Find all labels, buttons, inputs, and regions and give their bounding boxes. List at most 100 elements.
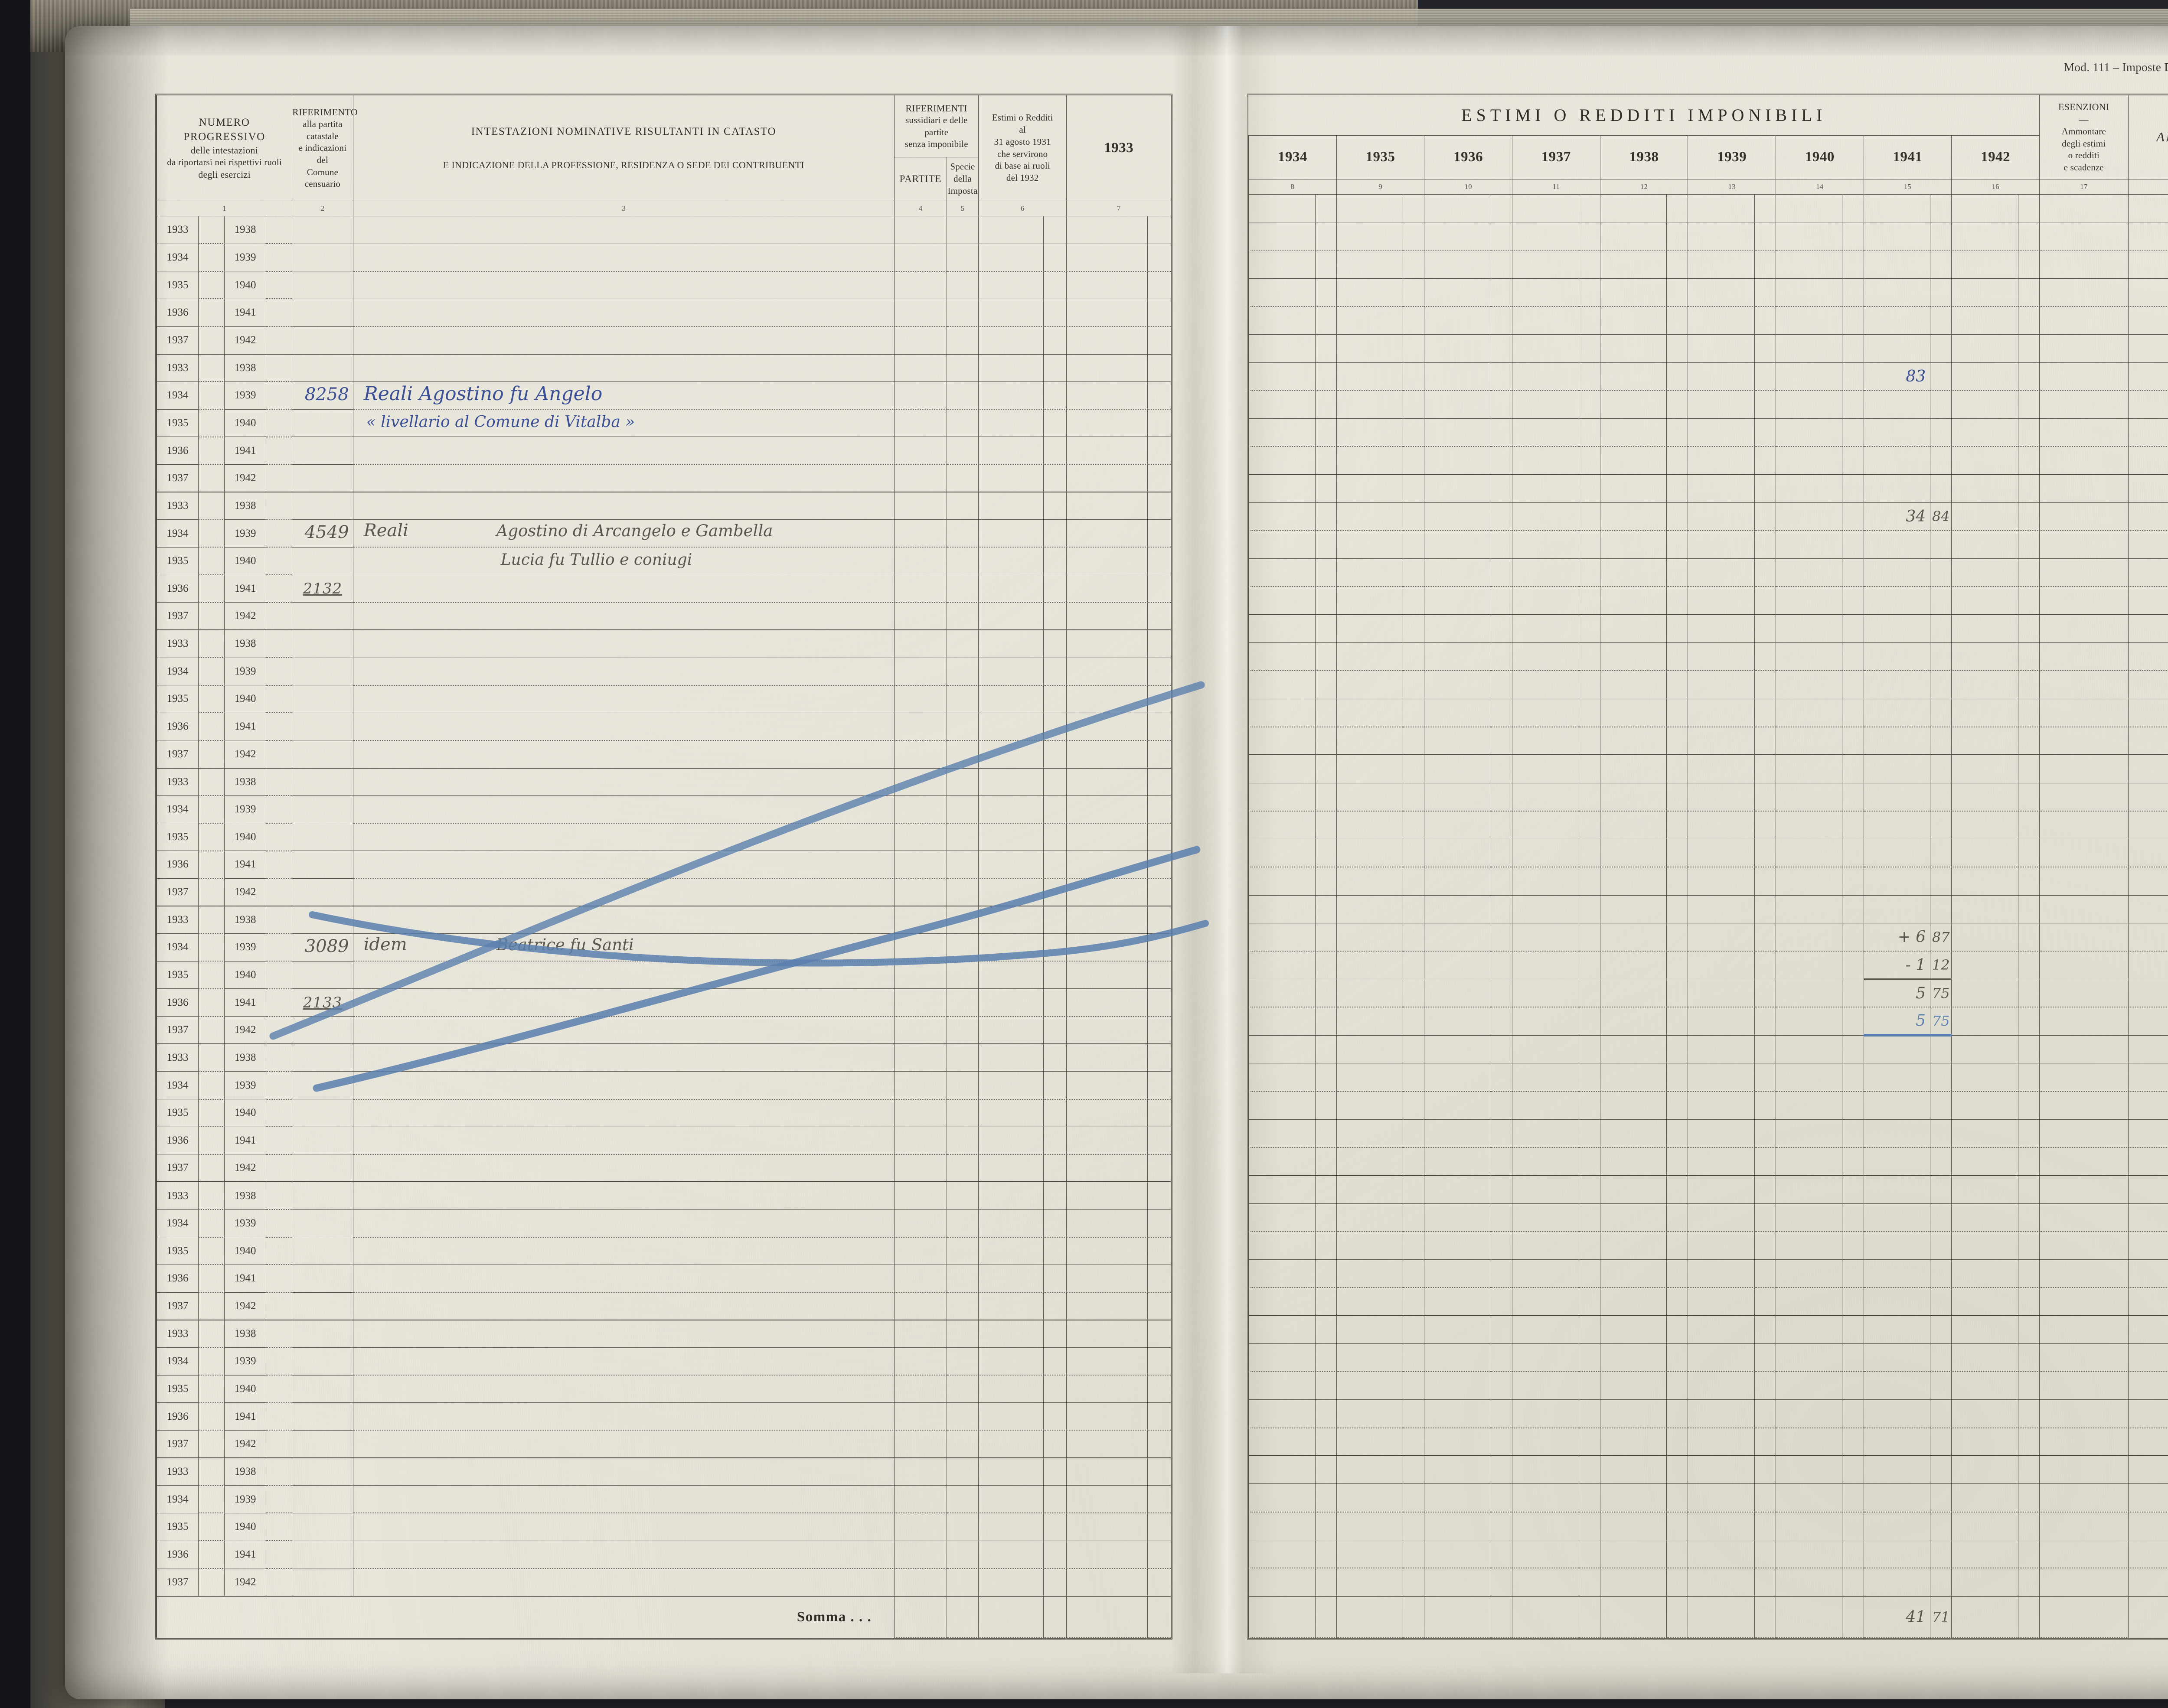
amount-1939-cent[interactable] (1754, 334, 1776, 363)
cell-1933-cent[interactable] (1147, 1568, 1171, 1597)
amount-1936-cent[interactable] (1490, 1119, 1512, 1148)
amount-1941-lire[interactable] (1863, 1539, 1931, 1568)
cell-riferimento[interactable] (292, 657, 353, 686)
cell-annotazioni[interactable] (2128, 895, 2168, 923)
amount-1942-lire[interactable] (1951, 390, 2018, 419)
amount-1942-lire[interactable] (1951, 1455, 2018, 1484)
amount-1939-lire[interactable] (1688, 867, 1755, 896)
cell-1933-cent[interactable] (1147, 657, 1171, 686)
amount-1941-cent[interactable] (1930, 698, 1952, 727)
ledger-row-amounts[interactable] (1248, 1455, 2168, 1484)
cell-esenzioni[interactable] (2039, 334, 2129, 363)
cell-intestazione[interactable] (353, 298, 895, 327)
amount-1939-lire[interactable] (1688, 1371, 1755, 1400)
cell-estimi-lire[interactable] (978, 1485, 1044, 1514)
cell-annotazioni[interactable] (2128, 334, 2168, 363)
ledger-row-amounts[interactable]: - 1 12 (1248, 951, 2168, 980)
cell-esenzioni[interactable] (2039, 1399, 2129, 1428)
cell-1933-cent[interactable] (1147, 795, 1171, 824)
amount-1937-lire[interactable] (1512, 867, 1579, 896)
cell-partite[interactable] (894, 574, 947, 603)
cell-annotazioni[interactable] (2128, 502, 2168, 531)
cell-estimi-cent[interactable] (1043, 1209, 1067, 1238)
cell-annotazioni[interactable] (2128, 1203, 2168, 1232)
cell-estimi-lire[interactable] (978, 988, 1044, 1017)
amount-1941-cent[interactable] (1930, 250, 1952, 279)
amount-1937-lire[interactable] (1512, 1512, 1579, 1540)
amount-1939-lire[interactable] (1688, 1063, 1755, 1092)
cell-riferimento[interactable] (292, 492, 353, 520)
cell-1933-lire[interactable] (1066, 1430, 1148, 1459)
cell-riferimento[interactable]: 2132 (292, 574, 353, 603)
amount-1942-lire[interactable] (1951, 1035, 2018, 1064)
cell-intestazione[interactable] (353, 1237, 895, 1265)
amount-1935-lire[interactable] (1336, 474, 1404, 503)
cell-annotazioni[interactable] (2128, 754, 2168, 783)
amount-1940-lire[interactable] (1775, 222, 1843, 251)
amount-1934-cent[interactable] (1315, 895, 1337, 923)
cell-estimi-lire[interactable] (978, 492, 1044, 520)
cell-annotazioni[interactable] (2128, 1568, 2168, 1597)
amount-1937-cent[interactable] (1578, 614, 1600, 643)
amount-1940-cent[interactable] (1842, 979, 1864, 1008)
amount-1941-cent[interactable] (1930, 782, 1952, 812)
cell-partite[interactable] (894, 437, 947, 465)
amount-1942-lire[interactable] (1951, 1287, 2018, 1316)
amount-1937-lire[interactable] (1512, 1231, 1579, 1260)
cell-estimi-lire[interactable] (978, 685, 1044, 713)
amount-1940-cent[interactable] (1842, 1539, 1864, 1568)
amount-1942-lire[interactable] (1951, 1343, 2018, 1372)
cell-1933-lire[interactable] (1066, 629, 1148, 658)
cell-1933-cent[interactable] (1147, 1154, 1171, 1183)
amount-1934-lire[interactable] (1248, 979, 1316, 1008)
amount-1937-cent[interactable] (1578, 670, 1600, 699)
amount-1936-cent[interactable] (1490, 530, 1512, 559)
amount-1941-cent[interactable] (1930, 1287, 1952, 1316)
cell-riferimento[interactable] (292, 1292, 353, 1320)
amount-1938-lire[interactable] (1600, 754, 1667, 783)
cell-partite[interactable] (894, 1154, 947, 1183)
amount-1935-lire[interactable] (1336, 922, 1404, 952)
cell-specie[interactable] (946, 492, 979, 520)
amount-1939-cent[interactable] (1754, 306, 1776, 335)
amount-1941-cent[interactable]: 75 (1930, 1007, 1952, 1037)
amount-1936-cent[interactable] (1490, 727, 1512, 756)
cell-estimi-cent[interactable] (1043, 1264, 1067, 1293)
cell-annotazioni[interactable] (2128, 1455, 2168, 1484)
amount-1934-lire[interactable] (1248, 474, 1316, 503)
cell-estimi-cent[interactable] (1043, 1540, 1067, 1569)
amount-1938-lire[interactable] (1600, 558, 1667, 587)
amount-1935-lire[interactable] (1336, 362, 1404, 391)
cell-intestazione[interactable] (353, 1568, 895, 1597)
amount-1940-lire[interactable] (1775, 502, 1843, 531)
ledger-row-amounts[interactable] (1248, 782, 2168, 812)
cell-esenzioni[interactable] (2039, 278, 2129, 307)
cell-specie[interactable] (946, 1016, 979, 1045)
amount-1941-cent[interactable] (1930, 1203, 1952, 1232)
amount-1942-lire[interactable] (1951, 1512, 2018, 1540)
amount-1936-lire[interactable] (1424, 1343, 1491, 1372)
cell-1933-cent[interactable] (1147, 602, 1171, 631)
amount-1938-cent[interactable] (1666, 1147, 1688, 1176)
cell-1933-cent[interactable] (1147, 574, 1171, 603)
amount-1936-cent[interactable] (1490, 838, 1512, 868)
amount-1934-lire[interactable] (1248, 306, 1316, 335)
amount-1942-lire[interactable] (1951, 306, 2018, 335)
amount-1935-cent[interactable] (1403, 782, 1425, 812)
amount-1938-lire[interactable] (1600, 838, 1667, 868)
amount-1934-lire[interactable] (1248, 1315, 1316, 1344)
amount-1935-cent[interactable] (1403, 474, 1425, 503)
cell-riferimento[interactable] (292, 216, 353, 244)
amount-1936-lire[interactable] (1424, 1287, 1491, 1316)
cell-specie[interactable] (946, 933, 979, 962)
amount-1940-cent[interactable] (1842, 1175, 1864, 1204)
amount-1935-lire[interactable] (1336, 951, 1404, 980)
amount-1937-cent[interactable] (1578, 1231, 1600, 1260)
cell-specie[interactable] (946, 1237, 979, 1265)
amount-1938-lire[interactable] (1600, 1119, 1667, 1148)
cell-estimi-cent[interactable] (1043, 740, 1067, 769)
cell-intestazione[interactable] (353, 878, 895, 906)
cell-esenzioni[interactable] (2039, 895, 2129, 923)
amount-1937-cent[interactable] (1578, 474, 1600, 503)
ledger-row[interactable]: 1937 1942 (157, 740, 1171, 769)
